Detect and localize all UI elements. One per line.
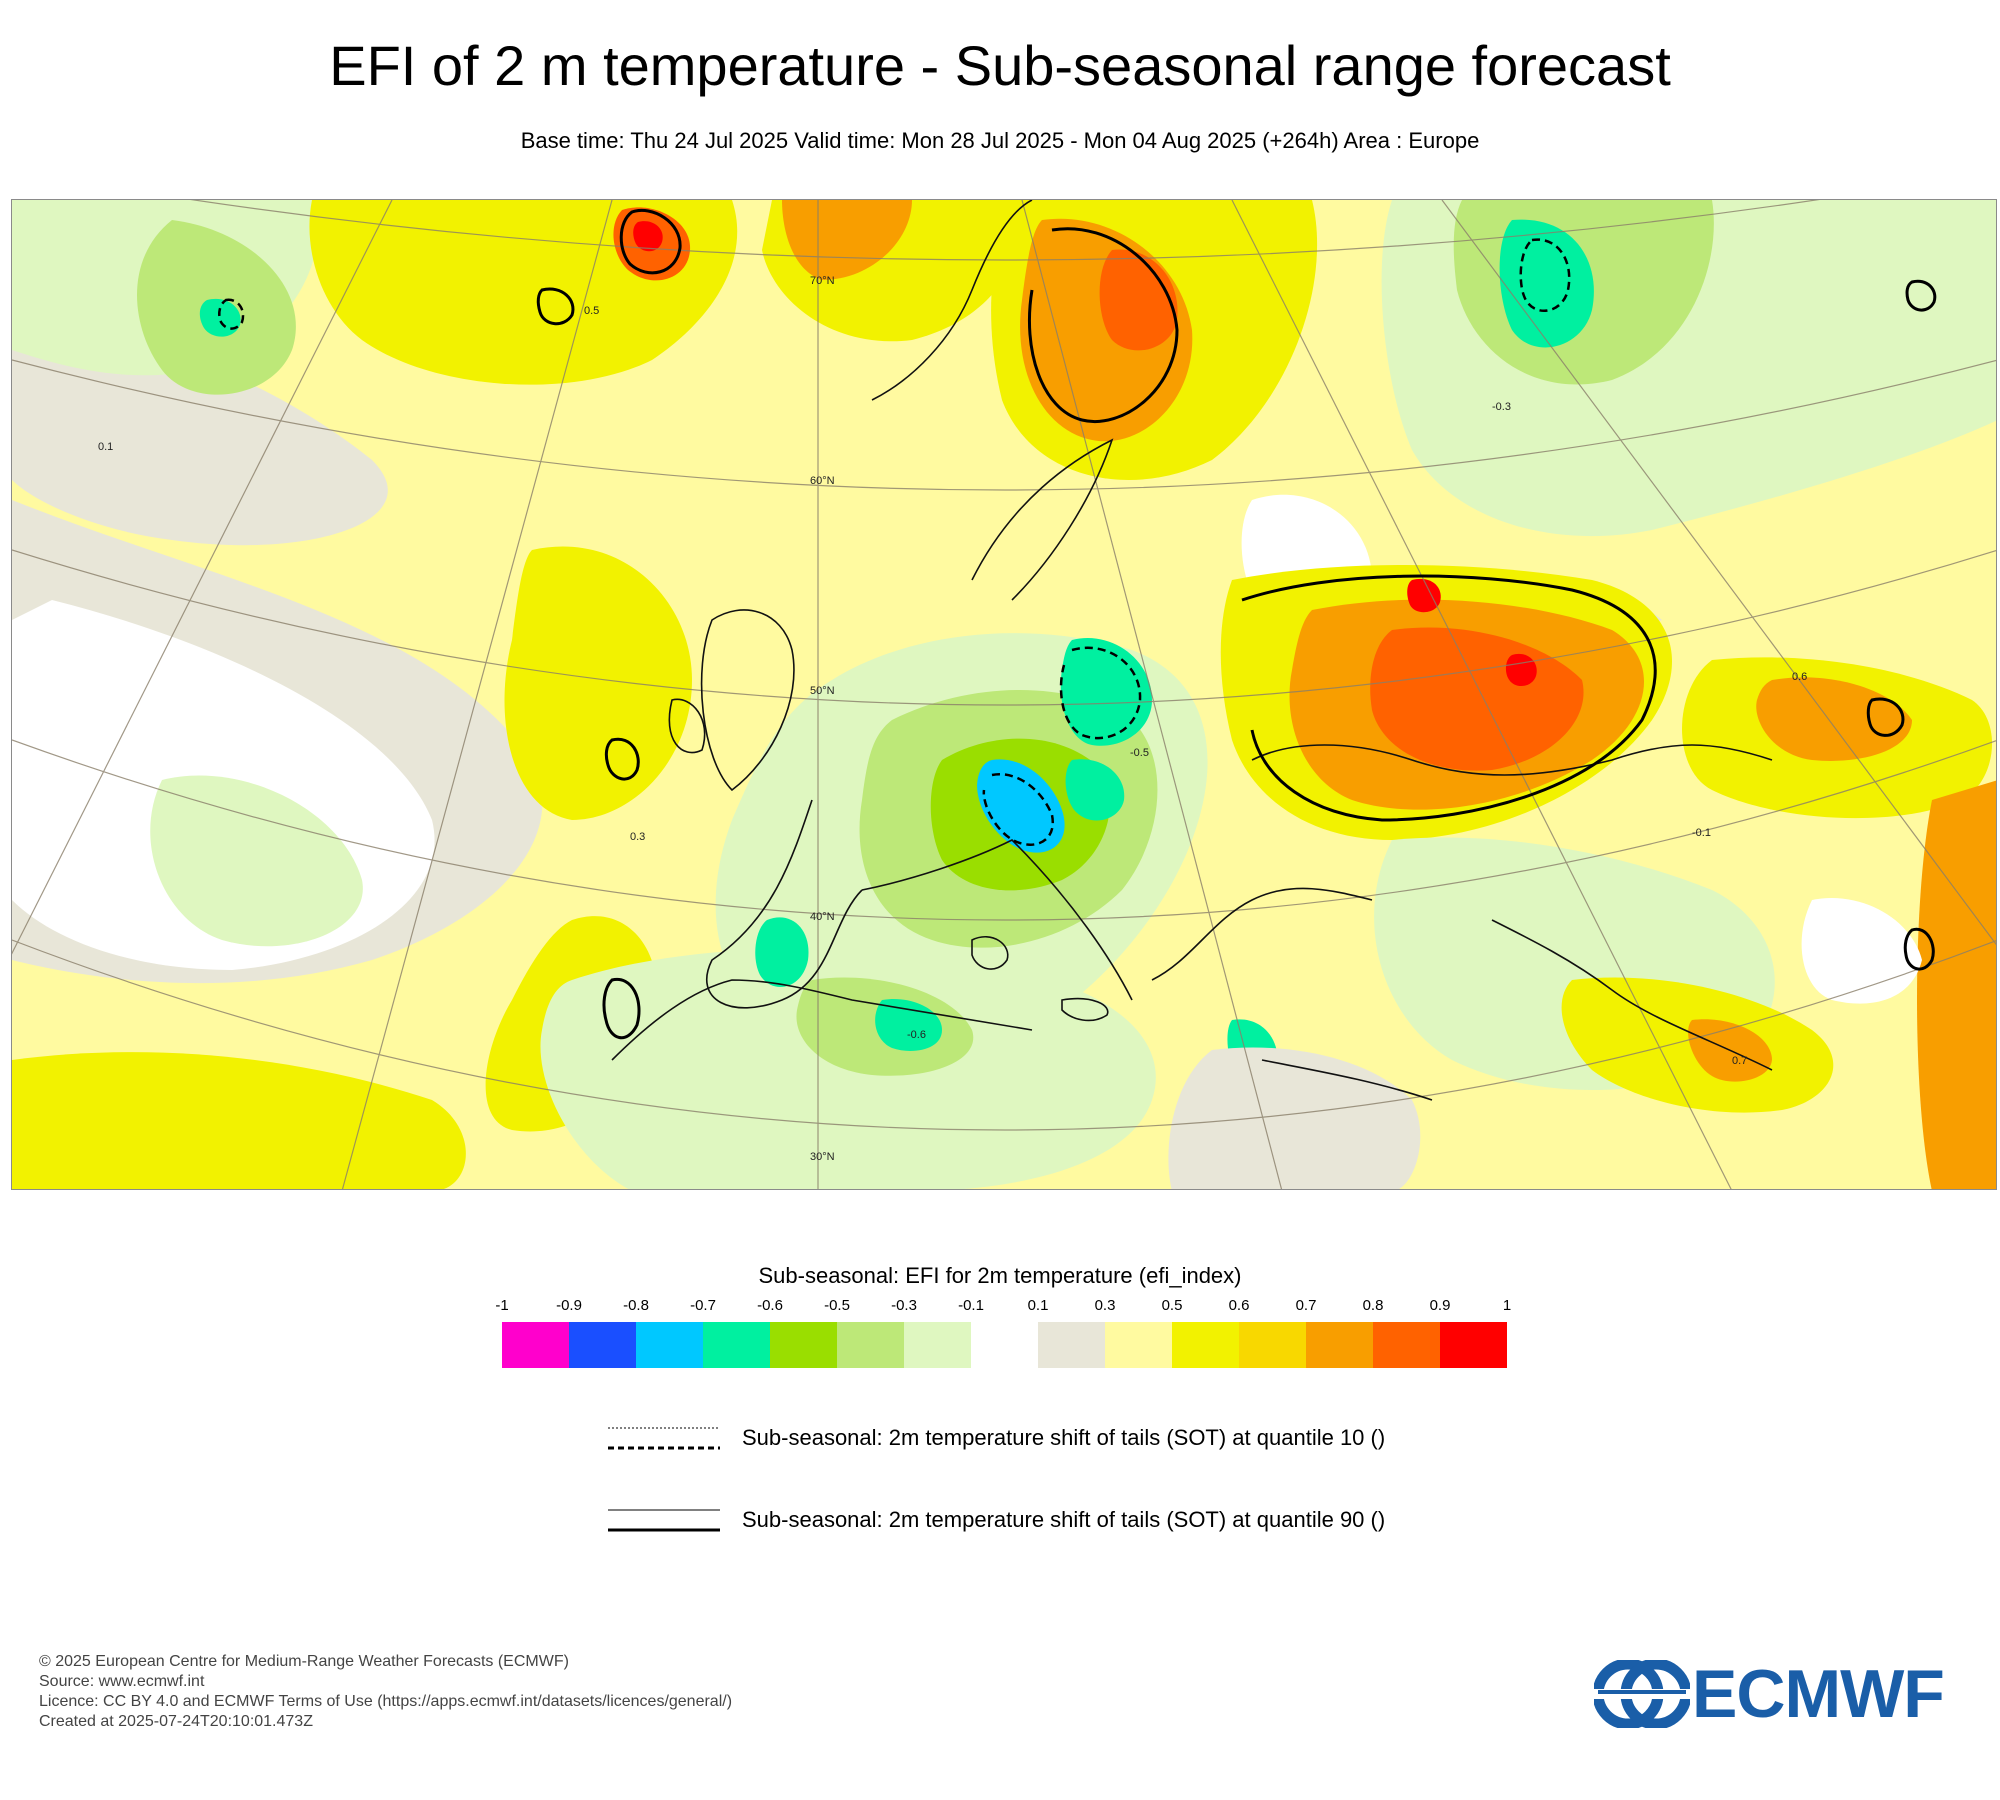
colorbar-swatch xyxy=(1373,1322,1440,1368)
field-patch xyxy=(1801,898,1922,1004)
colorbar-tick-label: 0.5 xyxy=(1161,1297,1183,1314)
field-patch xyxy=(1060,638,1152,746)
colorbar-labels: -1 -0.9 -0.8 -0.7 -0.6 -0.5 -0.3 -0.1 0.1 0.3 0.5 0… xyxy=(0,1296,2000,1318)
colorbar-tick-label: -1 xyxy=(495,1297,509,1314)
contour-label: -0.6 xyxy=(907,1029,926,1041)
lat-label: 30°N xyxy=(810,1151,835,1163)
ecmwf-logo-icon xyxy=(1594,1660,1690,1728)
dashed-line-icon xyxy=(608,1427,720,1450)
field-patch xyxy=(199,298,241,337)
colorbar-tick-label: 0.8 xyxy=(1362,1297,1384,1314)
field-patch xyxy=(150,775,363,947)
colorbar-swatch xyxy=(1172,1322,1239,1368)
colorbar-swatch xyxy=(904,1322,971,1368)
page-subtitle: Base time: Thu 24 Jul 2025 Valid time: M… xyxy=(520,128,1480,153)
source-line: Source: www.ecmwf.int xyxy=(39,1673,205,1690)
coastlines xyxy=(611,200,1773,1101)
colorbar-swatch xyxy=(1105,1322,1172,1368)
colorbar-tick-label: 0.3 xyxy=(1094,1297,1116,1314)
contour-label: -0.3 xyxy=(1492,401,1511,413)
colorbar-tick-label: 0.1 xyxy=(1027,1297,1049,1314)
created-line: Created at 2025-07-24T20:10:01.473Z xyxy=(39,1713,313,1730)
field-patch xyxy=(1099,249,1178,351)
colorbar-swatch xyxy=(636,1322,703,1368)
field-patch xyxy=(1407,578,1441,613)
contour-label: -0.5 xyxy=(1130,747,1149,759)
sot-legend-q90: Sub-seasonal: 2m temperature shift of ta… xyxy=(0,1500,2000,1540)
field-patch xyxy=(1917,780,1996,1189)
footer-credits: © 2025 European Centre for Medium-Range … xyxy=(39,1652,732,1732)
sot-q10-contours xyxy=(218,238,1571,846)
lat-label: 70°N xyxy=(810,275,835,287)
colorbar xyxy=(0,1322,2000,1368)
field-patch xyxy=(633,221,663,252)
map-canvas: 70°N 60°N 50°N 40°N 30°N 0.5 0.3 0.1 -0.… xyxy=(12,200,1996,1189)
contour-label: -0.1 xyxy=(1692,827,1711,839)
colorbar-swatch xyxy=(770,1322,837,1368)
field-patch xyxy=(1168,1047,1421,1189)
colorbar-tick-label: -0.3 xyxy=(891,1297,917,1314)
ecmwf-logo[interactable]: ECMWF xyxy=(1594,1656,1974,1732)
colorbar-swatch xyxy=(703,1322,770,1368)
colorbar-swatch xyxy=(1038,1322,1105,1368)
field-patch xyxy=(782,200,912,280)
colorbar-tick-label: 0.9 xyxy=(1429,1297,1451,1314)
page-title: EFI of 2 m temperature - Sub-seasonal ra… xyxy=(329,34,1671,97)
lat-label: 50°N xyxy=(810,685,835,697)
legend-title: Sub-seasonal: EFI for 2m temperature (ef… xyxy=(758,1263,1242,1288)
colorbar-swatch xyxy=(1440,1322,1507,1368)
graticule xyxy=(12,200,1996,1189)
forecast-map[interactable]: 70°N 60°N 50°N 40°N 30°N 0.5 0.3 0.1 -0.… xyxy=(11,199,1997,1190)
colorbar-tick-label: -0.5 xyxy=(824,1297,850,1314)
lat-label: 40°N xyxy=(810,911,835,923)
colorbar-tick-label: 0.7 xyxy=(1295,1297,1317,1314)
colorbar-tick-label: -0.8 xyxy=(623,1297,649,1314)
colorbar-swatch xyxy=(569,1322,636,1368)
map-labels: 70°N 60°N 50°N 40°N 30°N 0.5 0.3 0.1 -0.… xyxy=(98,275,1807,1163)
colorbar-tick-label: -0.9 xyxy=(556,1297,582,1314)
colorbar-tick-label: -0.1 xyxy=(958,1297,984,1314)
solid-line-icon xyxy=(608,1509,720,1532)
contour-label: 0.3 xyxy=(630,831,645,843)
contour-label: 0.1 xyxy=(98,441,113,453)
colorbar-tick-label: -0.7 xyxy=(690,1297,716,1314)
colorbar-tick-label: 0.6 xyxy=(1228,1297,1250,1314)
sot-legend-q10: Sub-seasonal: 2m temperature shift of ta… xyxy=(0,1418,2000,1458)
field-patch xyxy=(12,336,388,546)
colorbar-swatch xyxy=(837,1322,904,1368)
field-patch xyxy=(1499,219,1594,348)
lat-label: 60°N xyxy=(810,475,835,487)
field-patch xyxy=(504,546,692,820)
colorbar-tick-label: -0.6 xyxy=(757,1297,783,1314)
field-patch xyxy=(755,917,809,987)
sot-q90-contours xyxy=(536,209,1937,1039)
field-patch xyxy=(1065,759,1125,821)
copyright-line: © 2025 European Centre for Medium-Range … xyxy=(39,1653,569,1670)
sot-q10-label: Sub-seasonal: 2m temperature shift of ta… xyxy=(742,1425,1386,1450)
contour-label: 0.6 xyxy=(1792,671,1807,683)
contour-label: 0.5 xyxy=(584,305,599,317)
logo-text: ECMWF xyxy=(1692,1656,1945,1732)
licence-line: Licence: CC BY 4.0 and ECMWF Terms of Us… xyxy=(39,1693,733,1710)
colorbar-swatch xyxy=(971,1322,1038,1368)
colorbar-tick-label: 1 xyxy=(1502,1297,1512,1314)
contour-label: 0.7 xyxy=(1732,1055,1747,1067)
colorbar-swatch xyxy=(1306,1322,1373,1368)
colorbar-swatch xyxy=(1239,1322,1306,1368)
sot-q90-label: Sub-seasonal: 2m temperature shift of ta… xyxy=(742,1507,1386,1532)
colorbar-swatch xyxy=(502,1322,569,1368)
